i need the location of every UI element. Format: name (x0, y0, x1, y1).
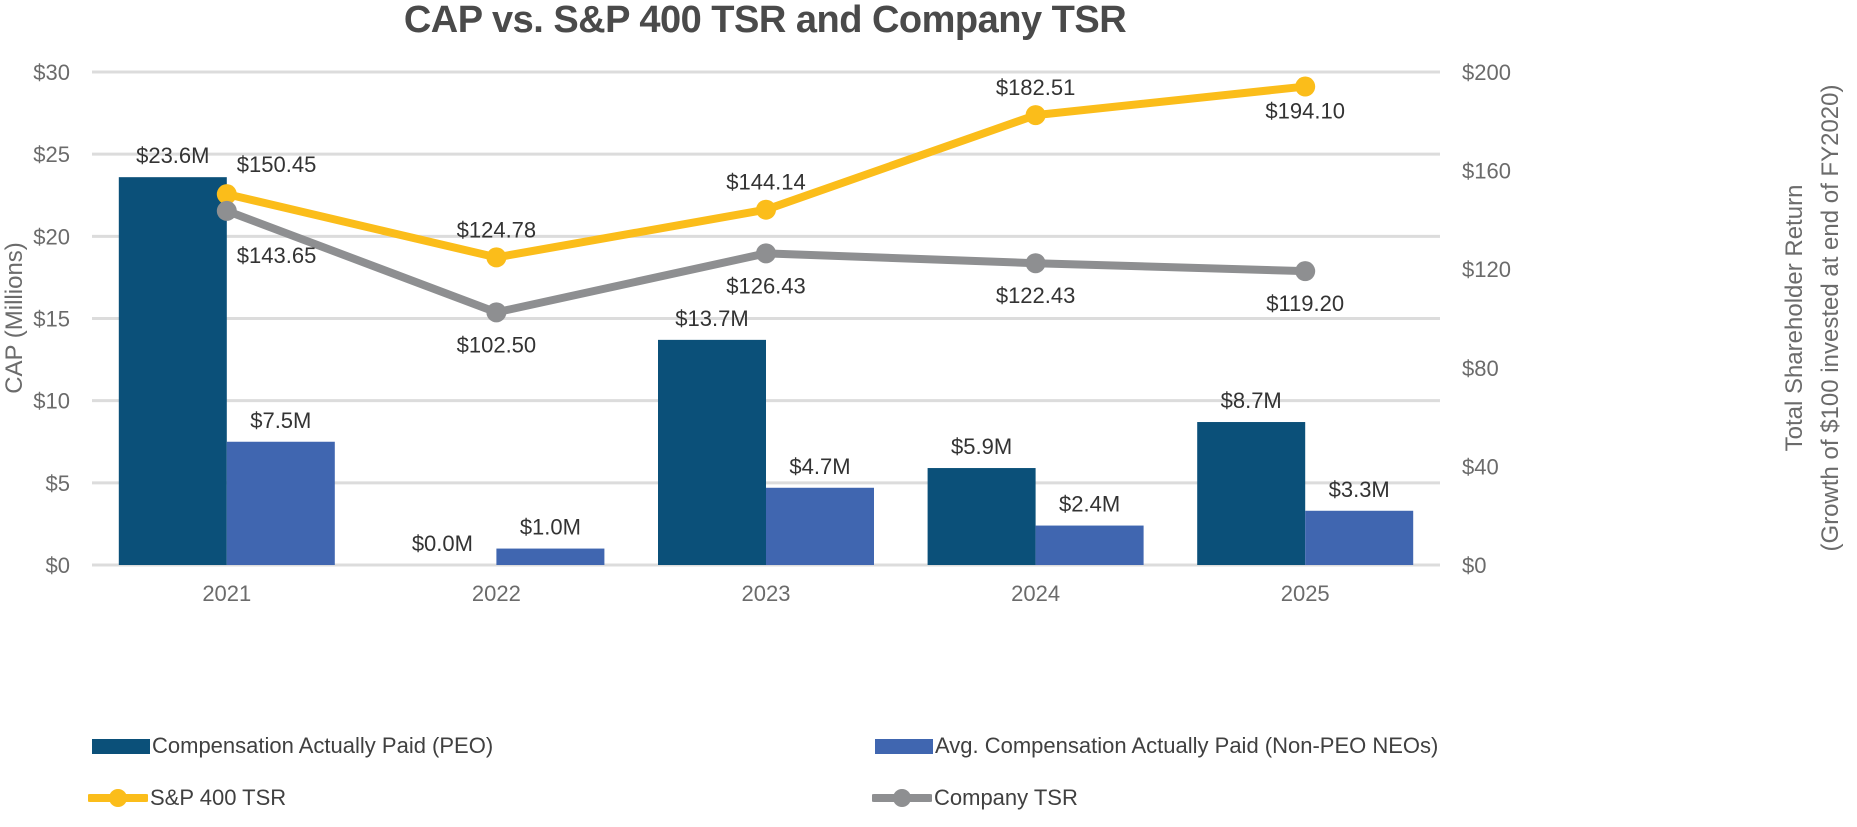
legend-swatch-peo-cap (92, 738, 150, 754)
line-point (756, 199, 776, 220)
legend-item-neo-cap: Avg. Compensation Actually Paid (Non-PEO… (875, 733, 1438, 759)
x-tick-label: 2021 (202, 581, 251, 606)
y-left-tick-label: $10 (33, 389, 70, 414)
lines (216, 76, 1316, 323)
legend-label-company-tsr: Company TSR (934, 785, 1078, 810)
legend-label-sp400-tsr: S&P 400 TSR (150, 785, 287, 810)
line-data-label: $144.14 (726, 170, 806, 195)
bar (496, 548, 605, 565)
y-left-tick-label: $15 (33, 307, 70, 332)
line-point (486, 247, 507, 268)
y-left-tick-label: $5 (46, 471, 70, 496)
y-right-tick-label: $40 (1462, 454, 1499, 479)
y-right-tick-label: $0 (1462, 553, 1486, 578)
legend-swatch-company-tsr (872, 789, 932, 807)
line-data-label: $194.10 (1265, 99, 1345, 124)
bar (1305, 510, 1414, 565)
line-data-label: $124.78 (457, 217, 537, 242)
y-axis-left-title: CAP (Millions) (1, 242, 28, 394)
bar (1035, 525, 1144, 565)
bars (118, 177, 1414, 565)
line-point (756, 243, 776, 264)
legend-label-neo-cap: Avg. Compensation Actually Paid (Non-PEO… (935, 733, 1439, 758)
line-point (1295, 261, 1316, 282)
bar-data-label: $8.7M (1221, 388, 1282, 413)
legend-swatch-sp400-tsr (88, 789, 148, 807)
bar (1197, 422, 1306, 565)
line-data-label: $143.65 (237, 243, 317, 268)
chart-plot-area: $23.6M $0.0M $13.7M $5.9M $8.7M $7.5M $1.0M $4.… (1, 60, 1844, 606)
line-data-label: $150.45 (237, 152, 317, 177)
y-right-tick-label: $200 (1462, 60, 1511, 85)
line-data-label: $102.50 (457, 332, 537, 357)
axis-ticks: $0 $5 $10 $15 $20 $25 $30 $0 $40 $80 $120 $160 $200 2… (33, 60, 1511, 606)
line-data-label: $126.43 (726, 273, 806, 298)
line-point (1025, 105, 1046, 126)
line-data-label: $182.51 (996, 75, 1076, 100)
line-point (216, 184, 237, 205)
line-data-label: $119.20 (1266, 291, 1344, 316)
bar (118, 177, 227, 565)
y-left-tick-label: $25 (33, 142, 70, 167)
y-left-tick-label: $30 (33, 60, 70, 85)
x-tick-label: 2025 (1281, 581, 1330, 606)
y-left-tick-label: $20 (33, 224, 70, 249)
x-tick-label: 2022 (472, 581, 521, 606)
line-point (486, 302, 507, 323)
bar-data-label: $13.7M (675, 306, 748, 331)
x-tick-label: 2024 (1011, 581, 1060, 606)
bar-data-label: $5.9M (951, 434, 1012, 459)
bar-data-label: $7.5M (250, 408, 311, 433)
line-point (216, 200, 237, 221)
bar-data-label: $2.4M (1059, 492, 1120, 517)
line-data-label: $122.43 (996, 283, 1076, 308)
line-point (1295, 76, 1316, 97)
bar-data-label: $3.3M (1329, 477, 1390, 502)
y-right-tick-label: $160 (1462, 159, 1511, 184)
y-axis-right-title-line2: (Growth of $100 invested at end of FY202… (1817, 85, 1844, 552)
y-right-tick-label: $120 (1462, 257, 1511, 282)
chart-title: CAP vs. S&P 400 TSR and Company TSR (403, 0, 1127, 41)
bar-data-label: $1.0M (520, 515, 581, 540)
legend-item-sp400-tsr: S&P 400 TSR (88, 785, 286, 811)
y-axis-right-title-line1: Total Shareholder Return (1781, 185, 1808, 452)
bar (927, 468, 1036, 565)
line-point (1025, 253, 1046, 274)
bar-data-label: $23.6M (136, 143, 209, 168)
legend-item-peo-cap: Compensation Actually Paid (PEO) (92, 733, 493, 759)
y-right-tick-label: $80 (1462, 356, 1499, 381)
data-labels: $23.6M $0.0M $13.7M $5.9M $8.7M $7.5M $1.0M $4.… (136, 75, 1390, 556)
bar-data-label: $0.0M (412, 531, 473, 556)
y-left-tick-label: $0 (46, 553, 70, 578)
bar (226, 441, 335, 565)
x-tick-label: 2023 (742, 581, 791, 606)
legend-label-peo-cap: Compensation Actually Paid (PEO) (152, 733, 494, 758)
bar (766, 487, 874, 565)
bar-data-label: $4.7M (789, 454, 850, 479)
legend-item-company-tsr: Company TSR (872, 785, 1078, 811)
legend-swatch-neo-cap (875, 738, 933, 754)
bar (658, 339, 766, 565)
